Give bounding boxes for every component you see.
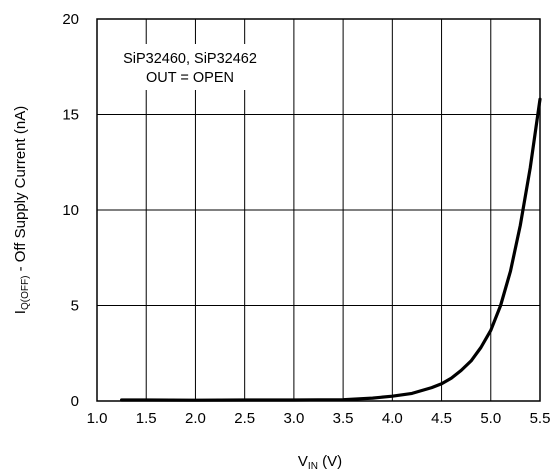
series-line-0 xyxy=(119,97,542,402)
annotation-line-1: SiP32460, SiP32462 xyxy=(123,51,257,67)
y-tick-label: 10 xyxy=(62,202,79,219)
annotation-background xyxy=(108,44,274,90)
x-tick-label: 1.5 xyxy=(136,410,157,427)
y-tick-label: 0 xyxy=(71,393,79,410)
plot-frame xyxy=(96,18,541,402)
x-tick-labels: 1.0 1.5 2.0 2.5 3.0 3.5 4.0 4.5 5.0 5.5 xyxy=(87,410,550,427)
annotation-line-2: OUT = OPEN xyxy=(146,70,234,86)
x-tick-label: 4.0 xyxy=(382,410,403,427)
x-axis-label: VIN (V) xyxy=(298,453,342,472)
plot-data xyxy=(119,97,542,402)
x-tick-label: 1.0 xyxy=(87,410,108,427)
x-tick-label: 2.0 xyxy=(185,410,206,427)
x-tick-label: 2.5 xyxy=(234,410,255,427)
x-tick-label: 3.5 xyxy=(333,410,354,427)
y-tick-label: 5 xyxy=(71,298,79,315)
y-tick-label: 15 xyxy=(62,107,79,124)
x-tick-label: 3.0 xyxy=(283,410,304,427)
x-tick-label: 4.5 xyxy=(431,410,452,427)
x-tick-label: 5.5 xyxy=(530,410,550,427)
plot-border xyxy=(96,18,541,402)
y-tick-labels: 0 5 10 15 20 xyxy=(62,11,79,410)
x-tick-label: 5.0 xyxy=(480,410,501,427)
annotation: SiP32460, SiP32462 OUT = OPEN xyxy=(123,51,257,86)
y-axis-label: IQ(OFF) - Off Supply Current (nA) xyxy=(12,106,31,314)
y-tick-label: 20 xyxy=(62,11,79,28)
